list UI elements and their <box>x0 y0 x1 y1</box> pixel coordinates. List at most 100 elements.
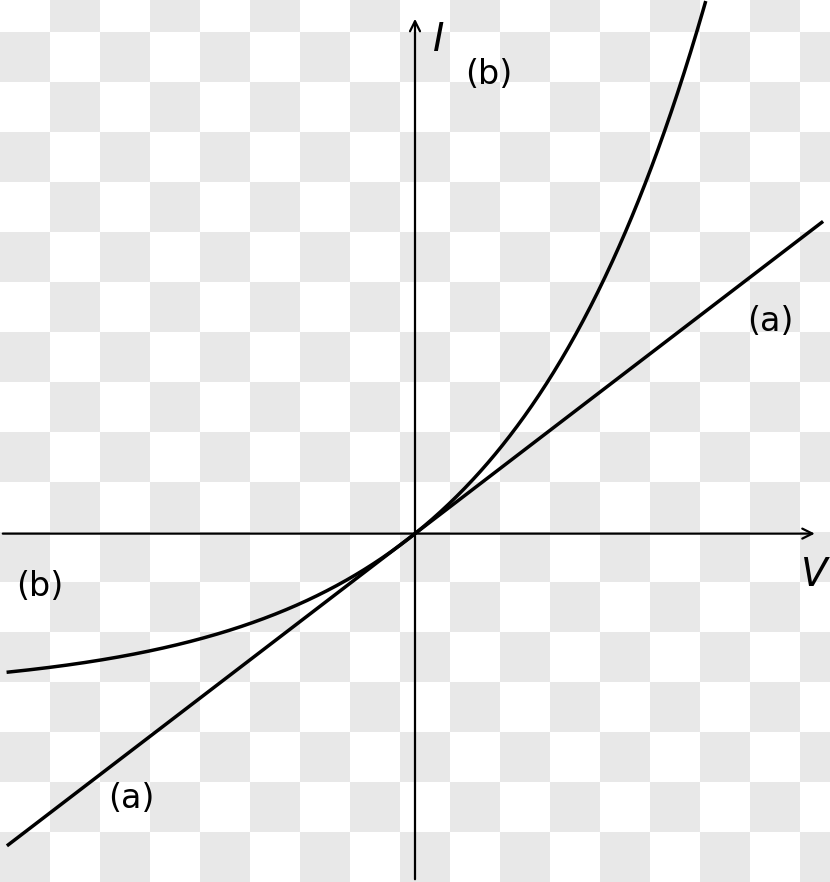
Bar <box>0 282 50 332</box>
Bar <box>500 282 550 332</box>
Bar <box>50 332 100 382</box>
Bar <box>50 632 100 682</box>
Bar <box>0 82 50 132</box>
Bar <box>300 232 350 282</box>
Bar <box>50 182 100 232</box>
Bar <box>800 382 830 432</box>
Bar <box>150 282 200 332</box>
Bar <box>400 432 450 482</box>
Bar <box>0 682 50 732</box>
Bar <box>150 432 200 482</box>
Bar <box>200 482 250 532</box>
Bar <box>500 732 550 782</box>
Bar <box>800 232 830 282</box>
Bar <box>0 482 50 532</box>
Bar <box>650 182 700 232</box>
Bar <box>50 532 100 582</box>
Bar <box>800 0 830 32</box>
Bar <box>250 832 300 882</box>
Bar <box>550 482 600 532</box>
Text: (b): (b) <box>17 570 64 603</box>
Bar <box>800 182 830 232</box>
Bar <box>450 482 500 532</box>
Bar <box>450 632 500 682</box>
Bar <box>200 132 250 182</box>
Bar <box>750 232 800 282</box>
Bar <box>150 532 200 582</box>
Bar <box>400 832 450 882</box>
Bar <box>450 532 500 582</box>
Bar <box>450 782 500 832</box>
Bar <box>600 632 650 682</box>
Bar <box>600 82 650 132</box>
Bar <box>550 732 600 782</box>
Bar <box>100 32 150 82</box>
Bar <box>150 382 200 432</box>
Bar <box>450 332 500 382</box>
Bar <box>300 582 350 632</box>
Bar <box>500 832 550 882</box>
Bar <box>800 532 830 582</box>
Bar <box>400 282 450 332</box>
Bar <box>150 182 200 232</box>
Bar <box>550 332 600 382</box>
Bar <box>100 432 150 482</box>
Bar <box>250 0 300 32</box>
Bar <box>250 732 300 782</box>
Bar <box>350 232 400 282</box>
Bar <box>100 582 150 632</box>
Bar <box>350 82 400 132</box>
Bar <box>650 732 700 782</box>
Bar <box>450 582 500 632</box>
Bar <box>200 382 250 432</box>
Bar <box>600 382 650 432</box>
Bar <box>350 682 400 732</box>
Bar <box>300 682 350 732</box>
Bar <box>0 632 50 682</box>
Bar <box>500 82 550 132</box>
Bar <box>400 632 450 682</box>
Bar <box>0 132 50 182</box>
Bar <box>150 582 200 632</box>
Bar <box>100 482 150 532</box>
Bar <box>800 582 830 632</box>
Bar <box>800 482 830 532</box>
Bar <box>750 582 800 632</box>
Bar <box>150 0 200 32</box>
Bar <box>350 32 400 82</box>
Bar <box>700 82 750 132</box>
Bar <box>300 632 350 682</box>
Bar <box>350 582 400 632</box>
Bar <box>150 782 200 832</box>
Bar <box>800 132 830 182</box>
Bar <box>650 632 700 682</box>
Bar <box>50 282 100 332</box>
Bar <box>350 382 400 432</box>
Bar <box>400 82 450 132</box>
Bar <box>450 32 500 82</box>
Bar <box>100 182 150 232</box>
Bar <box>0 832 50 882</box>
Bar <box>800 32 830 82</box>
Bar <box>350 832 400 882</box>
Bar <box>200 82 250 132</box>
Bar <box>0 182 50 232</box>
Bar <box>100 0 150 32</box>
Bar <box>200 582 250 632</box>
Bar <box>300 382 350 432</box>
Bar <box>300 432 350 482</box>
Bar <box>50 582 100 632</box>
Bar <box>100 82 150 132</box>
Bar <box>100 632 150 682</box>
Bar <box>350 182 400 232</box>
Bar <box>800 432 830 482</box>
Bar <box>350 732 400 782</box>
Bar <box>150 332 200 382</box>
Bar <box>250 782 300 832</box>
Bar <box>250 382 300 432</box>
Bar <box>150 832 200 882</box>
Bar <box>350 532 400 582</box>
Bar <box>700 382 750 432</box>
Bar <box>200 182 250 232</box>
Text: (a): (a) <box>747 305 793 339</box>
